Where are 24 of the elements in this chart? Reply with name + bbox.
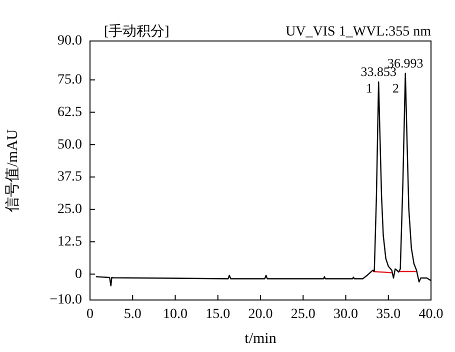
- x-tick-label: 25.0: [290, 307, 316, 322]
- y-tick-label: 50.0: [58, 137, 82, 152]
- annotation: 2: [392, 80, 399, 96]
- x-axis-title: t/min: [244, 330, 277, 347]
- x-tick-label: 5.0: [124, 307, 142, 322]
- y-tick-label: −10.0: [50, 292, 82, 308]
- x-tick-label: 30.0: [334, 307, 358, 322]
- annotation: 1: [366, 80, 372, 96]
- x-tick-label: 10.0: [163, 307, 188, 322]
- x-tick-label: 15.0: [206, 307, 230, 322]
- chart-title: UV_VIS 1_WVL:355 nm: [286, 24, 432, 40]
- chart-subtitle: [手动积分]: [104, 24, 170, 40]
- y-tick-label: 12.5: [58, 234, 82, 250]
- x-tick-label: 40.0: [418, 307, 444, 322]
- y-tick-label: 0: [75, 266, 82, 282]
- y-tick-label: 25.0: [58, 202, 82, 218]
- x-tick-label: 35.0: [376, 307, 401, 322]
- x-tick-label: 0: [86, 307, 94, 322]
- x-tick-label: 20.0: [248, 307, 273, 322]
- y-tick-label: 37.5: [58, 170, 82, 185]
- y-axis-title: 信号值/mAU: [4, 129, 21, 212]
- y-tick-label: 62.5: [58, 104, 82, 120]
- y-tick-label: 75.0: [58, 72, 82, 88]
- y-tick-label: 90.0: [58, 34, 82, 49]
